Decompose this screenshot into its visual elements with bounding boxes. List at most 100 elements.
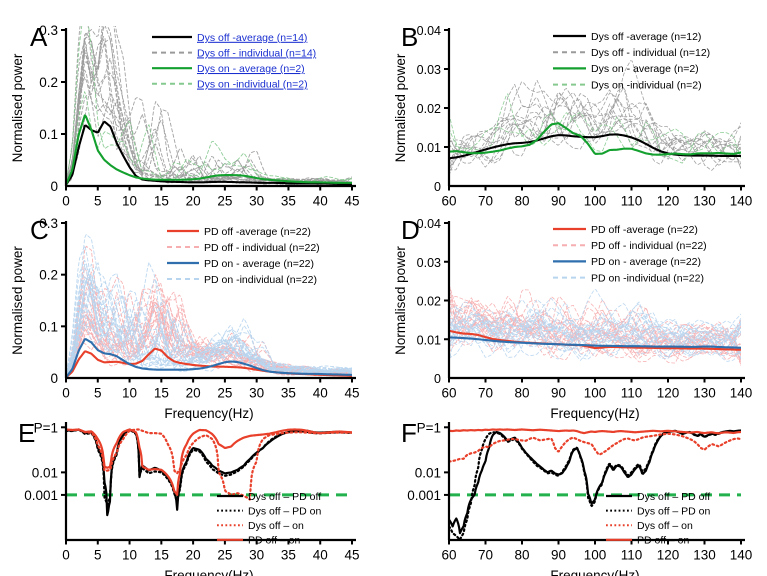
series-line bbox=[66, 428, 352, 496]
y-axis-label: Normalised power bbox=[393, 246, 408, 355]
x-tick-label: 70 bbox=[478, 386, 493, 401]
x-tick-label: 130 bbox=[693, 194, 716, 209]
x-tick-label: 45 bbox=[344, 386, 359, 401]
x-tick-label: 120 bbox=[657, 386, 680, 401]
x-tick-label: 40 bbox=[313, 194, 328, 209]
x-tick-label: 30 bbox=[249, 386, 264, 401]
x-tick-label: 25 bbox=[217, 548, 232, 563]
individual-trace bbox=[449, 111, 741, 159]
legend-label: PD off – on bbox=[637, 535, 690, 547]
panel-b: B 60 70 80 90 100 110 120 130 140 0 0.01 0.02 0.03 0.0… bbox=[389, 8, 767, 209]
individual-trace bbox=[449, 111, 741, 171]
y-tick-label: 0 bbox=[434, 180, 441, 194]
y-tick-label: 0.04 bbox=[417, 217, 441, 231]
x-tick-label: 70 bbox=[478, 194, 493, 209]
y-tick-label: 0.3 bbox=[39, 23, 58, 38]
individual-trace bbox=[66, 290, 352, 379]
x-tick-label: 60 bbox=[441, 548, 456, 563]
individual-trace bbox=[449, 306, 741, 355]
x-tick-label: 140 bbox=[730, 386, 753, 401]
panel-letter-d: D bbox=[401, 215, 420, 245]
y-tick-label: 0 bbox=[50, 179, 58, 194]
individual-trace bbox=[66, 294, 352, 377]
legend-label: Dys on -individual (n=2) bbox=[197, 79, 308, 91]
legend-label: PD on - average (n=22) bbox=[591, 256, 701, 268]
legend-a: Dys off -average (n=14) Dys off - individ… bbox=[152, 32, 316, 91]
individual-trace bbox=[449, 87, 741, 170]
y-tick-label: 0.03 bbox=[417, 256, 441, 270]
legend-label: Dys on - average (n=2) bbox=[591, 63, 699, 75]
legend-label: Dys off -average (n=14) bbox=[197, 32, 307, 44]
series-line bbox=[449, 122, 741, 156]
x-tick-label: 0 bbox=[62, 548, 70, 563]
x-tick-label: 130 bbox=[693, 548, 716, 563]
x-tick-label: 15 bbox=[154, 548, 169, 563]
x-tick-label: 100 bbox=[584, 548, 607, 563]
plot-area-f bbox=[449, 428, 741, 542]
x-tick-label: 25 bbox=[217, 386, 232, 401]
panel-d: D 60 70 80 90 100 110 120 130 140 0 0.01 0.02 0.03 0.0… bbox=[389, 203, 767, 421]
individual-trace bbox=[66, 263, 352, 376]
individual-trace bbox=[449, 310, 741, 351]
legend-label: PD off -average (n=22) bbox=[204, 226, 311, 238]
individual-trace bbox=[449, 303, 741, 360]
x-tick-label: 10 bbox=[122, 548, 137, 563]
legend-label: PD on - average (n=22) bbox=[204, 258, 314, 270]
x-tick-label: 5 bbox=[94, 194, 102, 209]
individual-trace bbox=[449, 296, 741, 361]
individual-trace bbox=[66, 263, 352, 378]
plot-area-b bbox=[449, 60, 741, 176]
y-tick-label: 0.01 bbox=[417, 333, 441, 347]
x-tick-label: 80 bbox=[514, 386, 529, 401]
y-tick-label: P=1 bbox=[417, 420, 441, 435]
individual-trace bbox=[449, 312, 741, 355]
y-tick-label: 0 bbox=[434, 372, 441, 386]
legend-b: Dys off -average (n=12) Dys off - individ… bbox=[553, 31, 710, 91]
y-tick-label: 0.2 bbox=[39, 268, 58, 283]
y-tick-label: 0.1 bbox=[39, 319, 58, 334]
y-tick-label: 0.1 bbox=[39, 127, 58, 142]
x-tick-label: 80 bbox=[514, 194, 529, 209]
x-tick-label: 35 bbox=[281, 548, 296, 563]
legend-label: Dys on - average (n=2) bbox=[197, 63, 305, 75]
individual-trace bbox=[449, 303, 741, 362]
y-axis-label: Normalised power bbox=[10, 53, 25, 162]
individual-trace bbox=[449, 301, 741, 361]
x-axis-label: Frequency(Hz) bbox=[164, 568, 253, 576]
x-tick-label: 5 bbox=[94, 548, 102, 563]
legend-label: Dys off – PD on bbox=[248, 505, 322, 517]
x-tick-label: 140 bbox=[730, 194, 753, 209]
series-line bbox=[449, 336, 741, 349]
x-tick-label: 100 bbox=[584, 386, 607, 401]
plot-area-d bbox=[449, 281, 741, 366]
x-tick-label: 70 bbox=[478, 548, 493, 563]
series-line bbox=[449, 429, 741, 542]
plot-area-a bbox=[66, 26, 352, 187]
individual-trace bbox=[449, 93, 741, 164]
x-tick-label: 15 bbox=[154, 194, 169, 209]
series-line bbox=[66, 428, 352, 501]
x-tick-label: 30 bbox=[249, 548, 264, 563]
y-tick-label: 0.01 bbox=[32, 465, 58, 480]
y-tick-label: 0.2 bbox=[39, 75, 58, 90]
series-line bbox=[66, 120, 352, 187]
individual-trace bbox=[449, 310, 741, 358]
x-tick-label: 90 bbox=[551, 548, 566, 563]
x-tick-label: 10 bbox=[122, 386, 137, 401]
legend-d: PD off -average (n=22) PD off - individua… bbox=[553, 224, 707, 284]
panel-letter-f: F bbox=[401, 418, 417, 448]
x-tick-label: 35 bbox=[281, 386, 296, 401]
individual-trace bbox=[449, 112, 741, 173]
individual-trace bbox=[449, 60, 741, 166]
legend-label: PD on -individual (n=22) bbox=[591, 272, 704, 284]
plot-area-e bbox=[66, 428, 352, 517]
x-tick-label: 100 bbox=[584, 194, 607, 209]
legend-label: PD off – on bbox=[248, 535, 301, 547]
panel-letter-a: A bbox=[30, 22, 48, 52]
individual-trace bbox=[449, 81, 741, 166]
x-tick-label: 60 bbox=[441, 386, 456, 401]
legend-label: Dys off – PD off bbox=[248, 491, 321, 503]
legend-label: Dys on -individual (n=2) bbox=[591, 79, 702, 91]
series-line bbox=[449, 432, 741, 463]
individual-trace bbox=[449, 98, 741, 170]
